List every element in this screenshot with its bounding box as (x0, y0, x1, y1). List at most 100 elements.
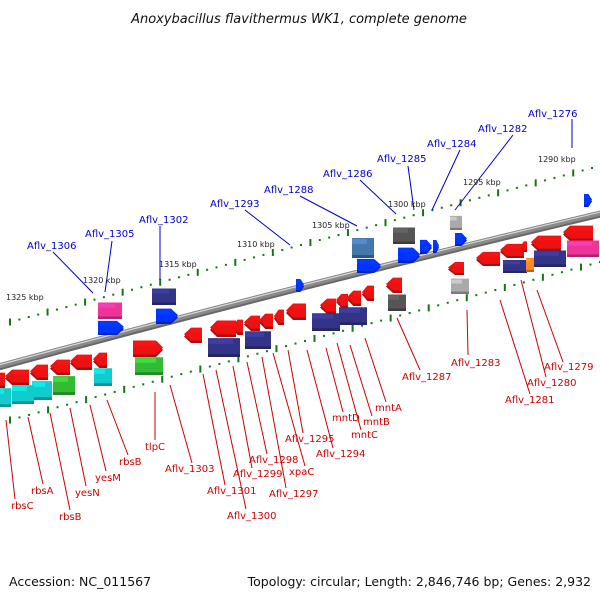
gene-highlight (135, 358, 156, 363)
leader-line (396, 317, 421, 371)
gene-label: Aflv_1305 (85, 229, 135, 240)
minor-tick (525, 184, 528, 187)
gene-features (0, 194, 599, 407)
minor-tick (560, 271, 563, 274)
gene-label: Aflv_1301 (207, 486, 257, 497)
leader-line (104, 240, 113, 293)
major-tick (503, 283, 506, 291)
gene-glyph (393, 227, 415, 244)
minor-tick (487, 194, 490, 197)
gene-glyph (455, 233, 467, 246)
gene-highlight (57, 360, 70, 365)
gene-label: Aflv_1295 (285, 434, 335, 445)
gene-label: Aflv_1285 (377, 154, 427, 165)
minor-tick (446, 301, 449, 304)
gene-highlight (296, 280, 301, 284)
gene-glyph (208, 338, 240, 357)
major-tick (161, 375, 164, 383)
gene-highlight (293, 304, 306, 309)
gene-label: mntC (351, 430, 378, 441)
leader-line (499, 299, 531, 395)
gene-glyph (312, 313, 340, 331)
gene-glyph (420, 239, 432, 254)
gene-glyph (50, 359, 70, 375)
leader-line (325, 347, 344, 413)
minor-tick (206, 268, 209, 271)
gene-label: Aflv_1281 (505, 395, 555, 406)
map-title: Anoxybacillus flavithermus WK1, complete… (130, 12, 467, 27)
gene-label: Aflv_1297 (269, 489, 319, 500)
gene-highlight (99, 353, 107, 358)
genome-summary-text: Topology: circular; Length: 2,846,746 bp… (247, 574, 591, 589)
leader-line (232, 365, 253, 469)
minor-tick (494, 289, 497, 292)
gene-glyph (5, 369, 29, 385)
minor-tick (256, 352, 259, 355)
minor-tick (28, 413, 31, 416)
minor-tick (365, 226, 368, 229)
minor-tick (318, 239, 321, 242)
gene-label: Aflv_1299 (233, 469, 283, 480)
gene-label: Aflv_1302 (139, 215, 189, 226)
gene-glyph (94, 368, 112, 386)
minor-tick (284, 345, 287, 348)
major-tick (47, 406, 50, 414)
minor-tick (522, 281, 525, 284)
gene-highlight (278, 310, 284, 315)
gene-label: Aflv_1284 (427, 139, 477, 150)
minor-tick (468, 199, 471, 202)
major-tick (46, 308, 49, 316)
minor-tick (262, 253, 265, 256)
gene-label: tlpC (145, 442, 165, 453)
major-tick (465, 294, 468, 302)
minor-tick (74, 303, 77, 306)
major-tick (121, 288, 124, 296)
minor-tick (294, 342, 297, 345)
minor-tick (589, 263, 592, 266)
gene-glyph (531, 235, 561, 251)
gene-highlight (393, 228, 408, 233)
gene-glyph (398, 247, 420, 263)
minor-tick (450, 204, 453, 207)
minor-tick (102, 296, 105, 299)
minor-tick (570, 268, 573, 271)
minor-tick (151, 380, 154, 383)
kbp-label: 1310 kbp (237, 240, 275, 249)
minor-tick (332, 332, 335, 335)
scale-ticks (9, 167, 600, 424)
gene-highlight (251, 316, 260, 321)
major-tick (271, 248, 274, 256)
gene-glyph (448, 262, 464, 275)
minor-tick (418, 309, 421, 312)
leader-line (244, 209, 291, 246)
gene-highlight (393, 278, 402, 283)
gene-glyph (476, 251, 500, 266)
minor-tick (562, 174, 565, 177)
major-tick (275, 345, 278, 353)
leader-line (359, 179, 397, 215)
leader-line (466, 309, 469, 356)
gene-label: Aflv_1280 (527, 378, 577, 389)
gene-highlight (208, 339, 233, 344)
gene-highlight (567, 241, 592, 246)
gene-glyph (451, 278, 469, 294)
gene-highlight (312, 314, 333, 319)
leader-line (287, 349, 304, 434)
minor-tick (66, 403, 69, 406)
major-tick (85, 396, 88, 404)
minor-tick (189, 370, 192, 373)
gene-label: Aflv_1294 (316, 449, 366, 460)
gene-highlight (152, 289, 169, 294)
gene-highlight (32, 382, 45, 387)
minor-tick (300, 244, 302, 246)
major-tick (313, 334, 316, 342)
gene-glyph (386, 277, 402, 293)
kbp-label: 1290 kbp (538, 155, 576, 164)
gene-highlight (245, 332, 264, 337)
gene-glyph (563, 225, 593, 241)
minor-tick (27, 316, 30, 319)
minor-tick (55, 308, 58, 311)
leader-line (520, 279, 547, 378)
gene-glyph (534, 250, 566, 267)
gene-highlight (570, 226, 593, 231)
